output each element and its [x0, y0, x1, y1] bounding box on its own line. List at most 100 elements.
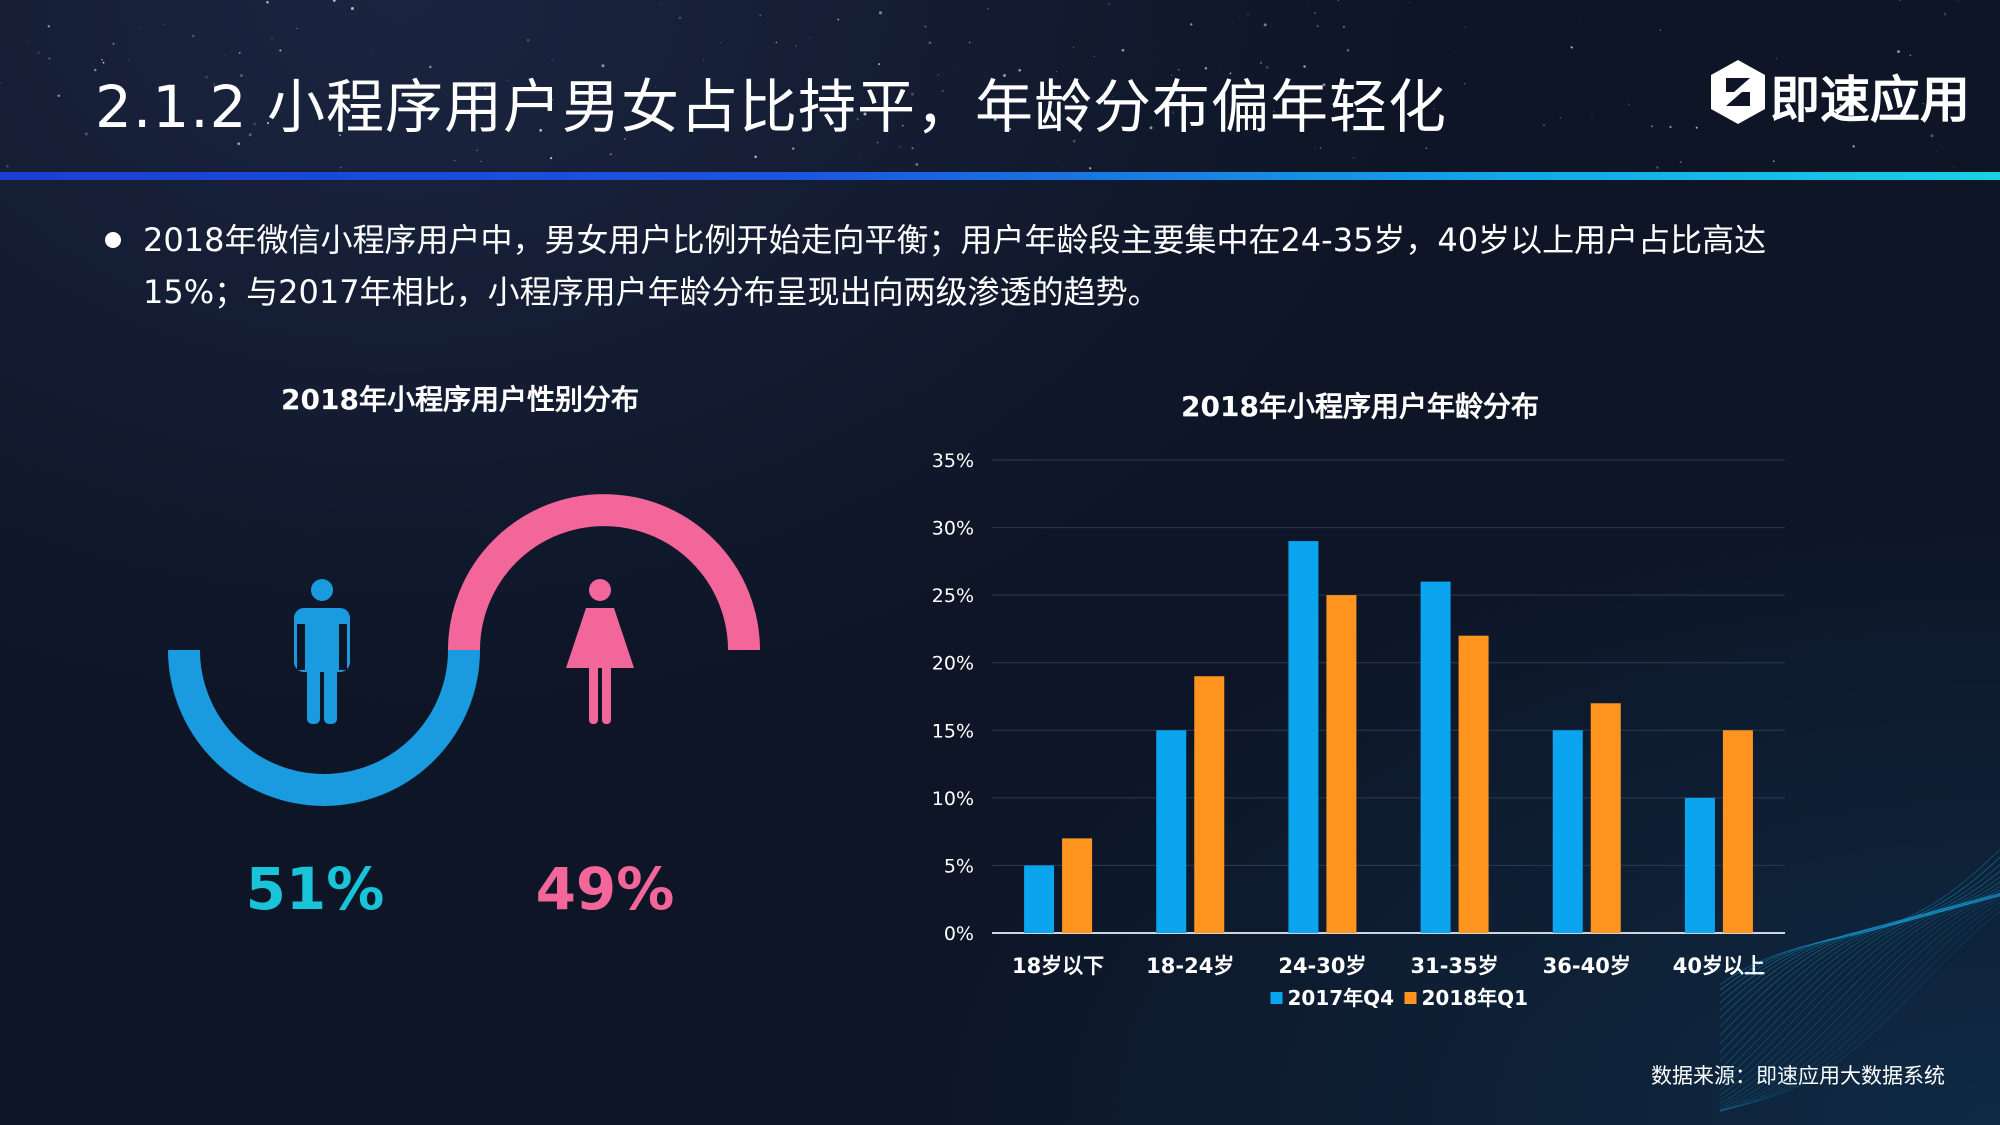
star-dot [1308, 0, 1310, 2]
star-dot [399, 88, 401, 91]
wave-line [1720, 894, 2000, 1111]
header-divider [0, 172, 2000, 180]
wave-decoration [1720, 849, 2000, 1112]
bar-2017q4 [1420, 581, 1451, 933]
star-dot [795, 44, 798, 48]
star-dot [102, 61, 105, 64]
description-text: 2018年微信小程序用户中，男女用户比例开始走向平衡；用户年龄段主要集中在24-… [143, 221, 1767, 311]
star-dot [924, 25, 927, 28]
star-dot [1542, 124, 1546, 127]
star-dot [1433, 108, 1435, 110]
star-dot [253, 122, 256, 126]
starfield-decoration [0, 0, 1959, 171]
star-dot [980, 94, 982, 96]
star-dot [585, 20, 587, 22]
star-dot [1922, 102, 1925, 105]
star-dot [526, 38, 530, 42]
star-dot [775, 41, 778, 44]
star-dot [296, 27, 298, 30]
star-dot [754, 155, 757, 159]
star-dot [601, 64, 605, 68]
female-percentage: 49% [535, 855, 675, 923]
wave-line [1720, 894, 2000, 1091]
star-dot [1787, 96, 1789, 98]
star-dot [1659, 29, 1662, 32]
wave-line [1720, 893, 2000, 1101]
star-dot [1465, 26, 1467, 28]
star-dot [279, 49, 282, 52]
star-dot [533, 162, 534, 163]
star-dot [271, 37, 273, 39]
star-dot [224, 55, 226, 57]
star-dot [902, 124, 904, 127]
wave-line [1720, 889, 2000, 1036]
star-dot [955, 70, 957, 71]
wave-line [1720, 892, 2000, 1108]
star-dot [878, 11, 883, 15]
star-dot [588, 169, 590, 171]
wave-line [1720, 902, 2000, 1112]
star-dot [339, 166, 342, 169]
female-person-icon [566, 579, 634, 724]
y-tick-label: 5% [944, 855, 974, 877]
star-dot [655, 86, 657, 88]
star-dot [112, 42, 115, 45]
star-dot [915, 162, 919, 166]
wave-line [1720, 895, 2000, 1084]
star-dot [1897, 50, 1900, 54]
star-dot [876, 141, 879, 144]
star-dot [1953, 166, 1955, 168]
star-dot [1342, 25, 1345, 28]
star-dot [1121, 48, 1125, 52]
star-dot [1003, 74, 1006, 77]
wave-line [1720, 894, 2000, 1062]
wave-line [1720, 893, 2000, 1110]
legend-label: 2017年Q4 [1288, 986, 1395, 1010]
wave-line [1720, 898, 2000, 1112]
star-dot [993, 118, 997, 121]
wave-line [1720, 876, 2000, 1011]
wave-line [1720, 895, 2000, 1077]
star-dot [1072, 139, 1076, 143]
star-dot [1909, 54, 1912, 57]
chart-grid: 0% 5% 10% 15% 20% 25% 30% 35% [932, 450, 1785, 945]
star-dot [1580, 22, 1582, 24]
star-dot [837, 18, 840, 21]
bar-2018q1 [1194, 676, 1225, 933]
star-dot [1149, 126, 1153, 130]
wave-line [1720, 892, 2000, 1045]
star-dot [1229, 72, 1232, 75]
star-dot [1408, 2, 1410, 3]
chart-legend: 2017年Q4 2018年Q1 [1270, 986, 1528, 1010]
star-dot [987, 8, 989, 10]
star-dot [941, 89, 944, 93]
star-dot [1899, 0, 1901, 2]
age-bar-chart: 2018年小程序用户年龄分布 0% 5% 10% 15% 20% 25% 30% 35% 18… [932, 390, 1785, 1010]
star-dot [506, 80, 508, 82]
star-dot [689, 118, 692, 121]
star-dot [1591, 117, 1593, 119]
star-dot [6, 165, 9, 168]
gender-donut-chart [168, 494, 760, 806]
star-dot [911, 147, 914, 150]
star-dot [153, 149, 155, 151]
star-dot [1656, 166, 1659, 169]
star-dot [660, 4, 662, 6]
star-dot [1260, 62, 1262, 64]
star-dot [1171, 74, 1172, 76]
star-dot [1839, 103, 1842, 107]
brand-logo: 即速应用 [1708, 58, 1978, 129]
wave-line [1720, 893, 2000, 1053]
star-dot [1273, 110, 1275, 112]
legend-swatch [1270, 992, 1283, 1004]
star-dot [1695, 126, 1698, 129]
star-dot [1464, 83, 1466, 85]
x-tick-label: 24-30岁 [1278, 954, 1366, 978]
star-dot [1627, 103, 1630, 106]
star-dot [372, 51, 374, 53]
star-dot [1679, 161, 1682, 164]
star-dot [332, 0, 336, 2]
star-dot [1265, 66, 1269, 69]
star-dot [1313, 12, 1316, 14]
